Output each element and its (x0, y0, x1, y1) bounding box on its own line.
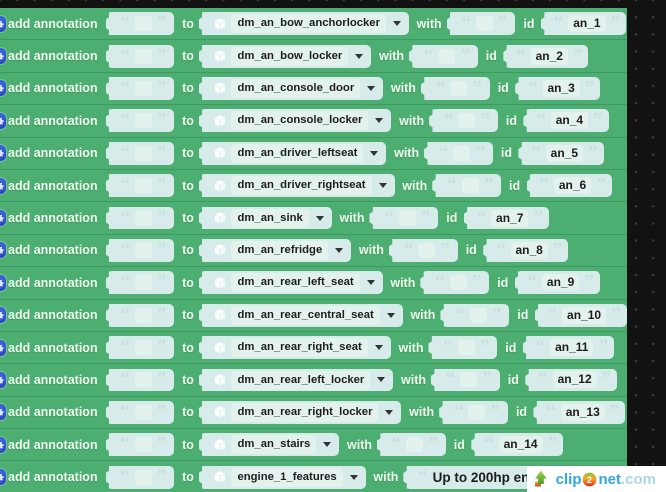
svg-text:2: 2 (587, 474, 592, 484)
